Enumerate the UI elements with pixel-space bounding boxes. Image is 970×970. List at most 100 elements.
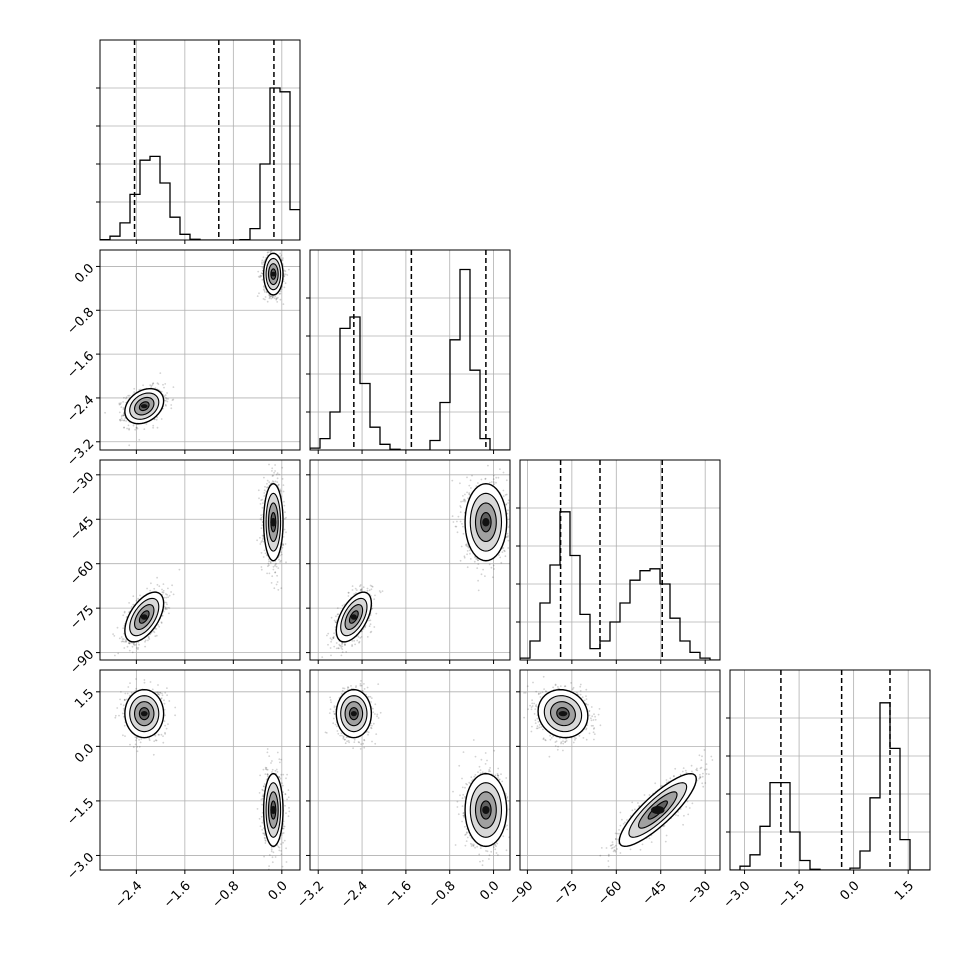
sample-point: [332, 636, 334, 639]
sample-point: [282, 257, 284, 259]
sample-point: [150, 582, 152, 585]
sample-point: [257, 270, 260, 273]
sample-point: [360, 589, 363, 592]
sample-point: [332, 636, 335, 639]
sample-point: [354, 643, 356, 646]
sample-point: [370, 588, 373, 591]
sample-point: [150, 385, 153, 387]
sample-point: [147, 639, 149, 642]
sample-point: [271, 480, 274, 482]
sample-point: [138, 438, 141, 441]
sample-point: [263, 489, 266, 492]
sample-point: [277, 567, 280, 569]
sample-point: [330, 640, 332, 643]
sample-point: [280, 559, 282, 562]
sample-point: [351, 589, 354, 591]
sample-point: [121, 640, 124, 643]
sample-point: [263, 289, 266, 292]
sample-point: [333, 619, 336, 622]
sample-point: [332, 635, 335, 638]
sample-point: [285, 531, 287, 534]
sample-point: [166, 400, 169, 403]
sample-point: [163, 395, 166, 398]
sample-point: [341, 651, 344, 653]
sample-point: [154, 387, 157, 390]
sample-point: [267, 562, 270, 565]
sample-point: [261, 259, 264, 262]
sample-point: [275, 297, 278, 300]
sample-point: [269, 295, 272, 298]
sample-point: [502, 495, 505, 498]
y-tick-label: −0.8: [64, 305, 97, 338]
sample-point: [335, 615, 337, 618]
sample-point: [336, 613, 339, 616]
sample-point: [135, 599, 138, 602]
sample-point: [452, 521, 455, 523]
sample-point: [493, 458, 495, 460]
sample-point: [137, 648, 139, 650]
sample-point: [167, 606, 169, 609]
sample-point: [127, 424, 130, 427]
sample-point: [343, 643, 346, 645]
sample-point: [123, 419, 126, 421]
sample-point: [132, 642, 135, 645]
sample-point: [276, 581, 279, 583]
sample-point: [162, 383, 164, 386]
sample-point: [266, 300, 269, 303]
sample-point: [272, 481, 275, 483]
sample-point: [128, 642, 131, 645]
sample-point: [155, 628, 158, 630]
sample-point: [178, 568, 181, 571]
sample-point: [355, 592, 357, 594]
sample-point: [164, 394, 167, 396]
sample-point: [480, 478, 483, 481]
sample-point: [270, 250, 273, 253]
sample-point: [283, 517, 286, 520]
sample-point: [281, 478, 284, 480]
sample-point: [119, 418, 122, 421]
panel-content: [310, 250, 510, 450]
sample-point: [502, 547, 505, 549]
sample-point: [257, 275, 260, 278]
y-tick-label: −2.4: [64, 393, 97, 426]
sample-point: [347, 591, 350, 594]
sample-point: [340, 647, 343, 649]
sample-point: [273, 243, 275, 245]
sample-point: [125, 641, 127, 643]
sample-point: [260, 275, 263, 277]
sample-point: [168, 594, 171, 597]
sample-point: [506, 536, 509, 538]
sample-point: [150, 386, 153, 389]
sample-point: [165, 596, 168, 599]
sample-point: [468, 484, 471, 487]
sample-point: [463, 555, 466, 558]
sample-point: [344, 643, 346, 646]
sample-point: [469, 552, 471, 555]
sample-point: [281, 259, 284, 261]
sample-point: [259, 518, 262, 520]
sample-point: [162, 591, 165, 594]
sample-point: [469, 479, 472, 482]
sample-point: [143, 428, 146, 430]
sample-point: [161, 614, 164, 617]
sample-point: [335, 642, 338, 644]
sample-point: [468, 492, 471, 494]
sample-point: [148, 638, 151, 640]
sample-point: [260, 516, 263, 519]
sample-point: [160, 622, 163, 624]
sample-point: [119, 419, 122, 422]
sample-point: [321, 656, 324, 658]
sample-point: [123, 611, 126, 614]
sample-point: [338, 647, 340, 650]
sample-point: [277, 484, 280, 487]
sample-point: [261, 506, 264, 509]
sample-point: [260, 518, 263, 521]
sample-point: [284, 543, 287, 545]
sample-point: [145, 423, 148, 425]
sample-point: [123, 396, 125, 399]
sample-point: [336, 607, 339, 609]
sample-point: [275, 298, 278, 301]
sample-point: [274, 480, 277, 483]
sample-point: [160, 418, 163, 420]
sample-point: [359, 589, 362, 592]
